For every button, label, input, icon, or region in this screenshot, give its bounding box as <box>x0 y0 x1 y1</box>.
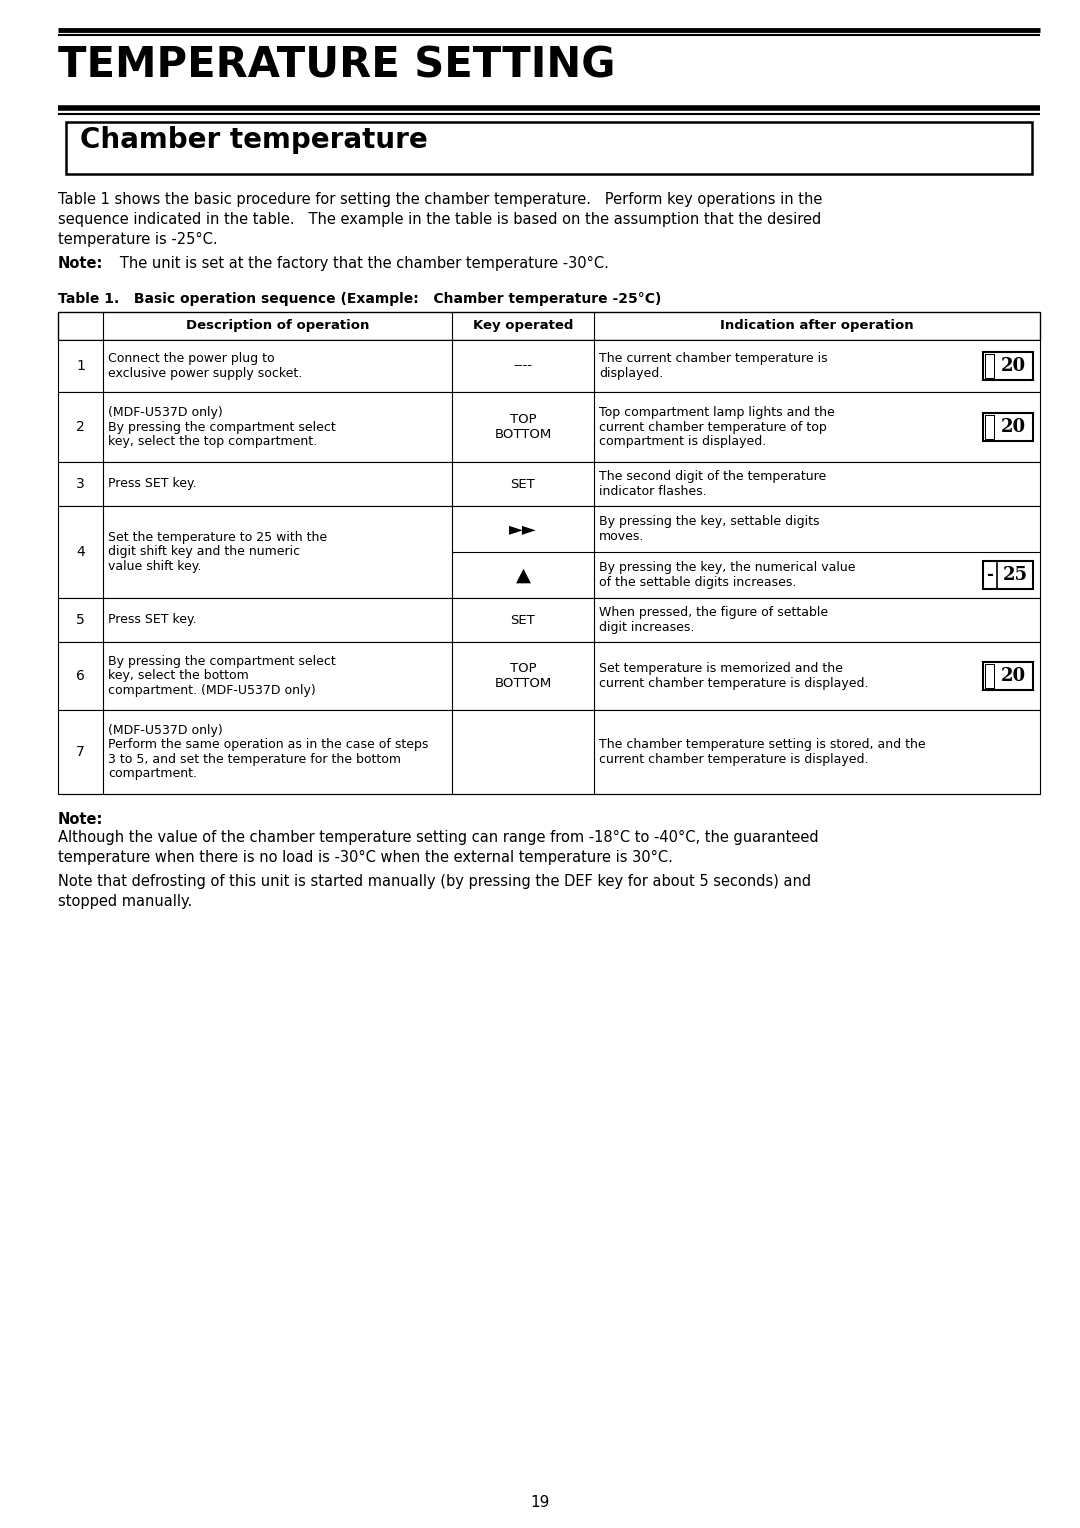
Text: (MDF-U537D only): (MDF-U537D only) <box>108 724 222 736</box>
Text: SET: SET <box>511 477 536 490</box>
Bar <box>985 353 995 379</box>
Text: current chamber temperature is displayed.: current chamber temperature is displayed… <box>599 677 868 689</box>
Text: key, select the bottom: key, select the bottom <box>108 669 248 683</box>
Bar <box>983 413 1032 442</box>
Bar <box>66 122 1032 174</box>
Bar <box>58 506 1040 597</box>
Text: Connect the power plug to: Connect the power plug to <box>108 353 274 365</box>
Text: By pressing the compartment select: By pressing the compartment select <box>108 656 336 668</box>
Text: indicator flashes.: indicator flashes. <box>599 484 706 498</box>
Text: Key operated: Key operated <box>473 319 573 333</box>
Text: 4: 4 <box>77 545 85 559</box>
Text: By pressing the key, the numerical value: By pressing the key, the numerical value <box>599 561 855 575</box>
Bar <box>986 416 994 439</box>
Text: ►►: ►► <box>509 520 537 538</box>
Text: Table 1.   Basic operation sequence (Example:   Chamber temperature -25°C): Table 1. Basic operation sequence (Examp… <box>58 292 661 306</box>
Text: Set temperature is memorized and the: Set temperature is memorized and the <box>599 662 843 675</box>
Text: Perform the same operation as in the case of steps: Perform the same operation as in the cas… <box>108 738 429 752</box>
Text: 2: 2 <box>77 420 85 434</box>
Text: By pressing the compartment select: By pressing the compartment select <box>108 420 336 434</box>
Bar <box>58 711 1040 795</box>
Bar <box>58 341 1040 393</box>
Text: 20: 20 <box>1000 358 1026 374</box>
Text: TOP: TOP <box>510 413 537 426</box>
Text: ----: ---- <box>513 359 532 373</box>
Text: Top compartment lamp lights and the: Top compartment lamp lights and the <box>599 406 835 419</box>
Text: current chamber temperature of top: current chamber temperature of top <box>599 420 827 434</box>
Text: SET: SET <box>511 614 536 626</box>
Text: (MDF-U537D only): (MDF-U537D only) <box>108 406 222 419</box>
Bar <box>986 354 994 377</box>
Text: Set the temperature to 25 with the: Set the temperature to 25 with the <box>108 532 327 544</box>
Text: 5: 5 <box>77 613 85 626</box>
Text: By pressing the key, settable digits: By pressing the key, settable digits <box>599 515 820 529</box>
Text: 3: 3 <box>77 477 85 490</box>
Text: 1: 1 <box>77 359 85 373</box>
Text: compartment. (MDF-U537D only): compartment. (MDF-U537D only) <box>108 685 316 697</box>
Bar <box>985 663 995 689</box>
Text: Table 1 shows the basic procedure for setting the chamber temperature.   Perform: Table 1 shows the basic procedure for se… <box>58 193 822 206</box>
Text: -: - <box>986 567 994 584</box>
Bar <box>58 393 1040 461</box>
Text: TEMPERATURE SETTING: TEMPERATURE SETTING <box>58 44 616 87</box>
Text: value shift key.: value shift key. <box>108 559 202 573</box>
Text: BOTTOM: BOTTOM <box>495 677 552 689</box>
Text: The chamber temperature setting is stored, and the: The chamber temperature setting is store… <box>599 738 926 752</box>
Text: displayed.: displayed. <box>599 367 663 380</box>
Text: sequence indicated in the table.   The example in the table is based on the assu: sequence indicated in the table. The exa… <box>58 212 821 228</box>
Text: 20: 20 <box>1000 668 1026 685</box>
Text: Although the value of the chamber temperature setting can range from -18°C to -4: Although the value of the chamber temper… <box>58 830 819 845</box>
Bar <box>983 351 1032 380</box>
Text: Note that defrosting of this unit is started manually (by pressing the DEF key f: Note that defrosting of this unit is sta… <box>58 874 811 889</box>
Text: 25: 25 <box>1002 565 1027 584</box>
Text: moves.: moves. <box>599 530 645 542</box>
Text: key, select the top compartment.: key, select the top compartment. <box>108 435 318 448</box>
Bar <box>983 662 1032 691</box>
Text: 19: 19 <box>530 1494 550 1510</box>
Bar <box>58 312 1040 341</box>
Text: Press SET key.: Press SET key. <box>108 614 197 626</box>
Bar <box>58 597 1040 642</box>
Text: stopped manually.: stopped manually. <box>58 894 192 909</box>
Text: digit increases.: digit increases. <box>599 620 694 634</box>
Text: 3 to 5, and set the temperature for the bottom: 3 to 5, and set the temperature for the … <box>108 753 401 766</box>
Bar <box>985 414 995 440</box>
Text: TOP: TOP <box>510 662 537 675</box>
Text: The second digit of the temperature: The second digit of the temperature <box>599 471 826 483</box>
Text: Chamber temperature: Chamber temperature <box>80 125 428 154</box>
Text: The unit is set at the factory that the chamber temperature -30°C.: The unit is set at the factory that the … <box>106 257 609 270</box>
Text: of the settable digits increases.: of the settable digits increases. <box>599 576 797 588</box>
Text: ▲: ▲ <box>515 565 530 585</box>
Text: 20: 20 <box>1000 419 1026 435</box>
Text: Press SET key.: Press SET key. <box>108 477 197 490</box>
Bar <box>986 665 994 688</box>
Text: 7: 7 <box>77 746 85 759</box>
Text: When pressed, the figure of settable: When pressed, the figure of settable <box>599 607 828 619</box>
Bar <box>58 642 1040 711</box>
Text: The current chamber temperature is: The current chamber temperature is <box>599 353 827 365</box>
Text: Description of operation: Description of operation <box>186 319 369 333</box>
Text: compartment.: compartment. <box>108 767 198 781</box>
Bar <box>983 561 1032 588</box>
Text: temperature is -25°C.: temperature is -25°C. <box>58 232 218 248</box>
Text: BOTTOM: BOTTOM <box>495 428 552 440</box>
Text: 6: 6 <box>77 669 85 683</box>
Text: Note:: Note: <box>58 257 104 270</box>
Text: exclusive power supply socket.: exclusive power supply socket. <box>108 367 302 380</box>
Bar <box>58 461 1040 506</box>
Text: Note:: Note: <box>58 811 104 827</box>
Text: Indication after operation: Indication after operation <box>720 319 914 333</box>
Text: temperature when there is no load is -30°C when the external temperature is 30°C: temperature when there is no load is -30… <box>58 850 673 865</box>
Text: compartment is displayed.: compartment is displayed. <box>599 435 767 448</box>
Text: digit shift key and the numeric: digit shift key and the numeric <box>108 545 300 559</box>
Text: current chamber temperature is displayed.: current chamber temperature is displayed… <box>599 753 868 766</box>
